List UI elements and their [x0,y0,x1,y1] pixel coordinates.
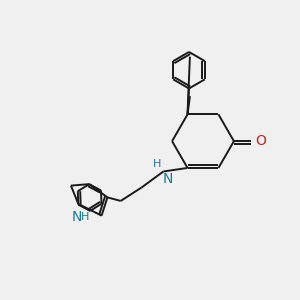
Text: N: N [72,210,82,224]
Text: H: H [153,159,161,169]
Text: H: H [81,212,89,222]
Text: O: O [255,134,266,148]
Text: N: N [163,172,173,186]
